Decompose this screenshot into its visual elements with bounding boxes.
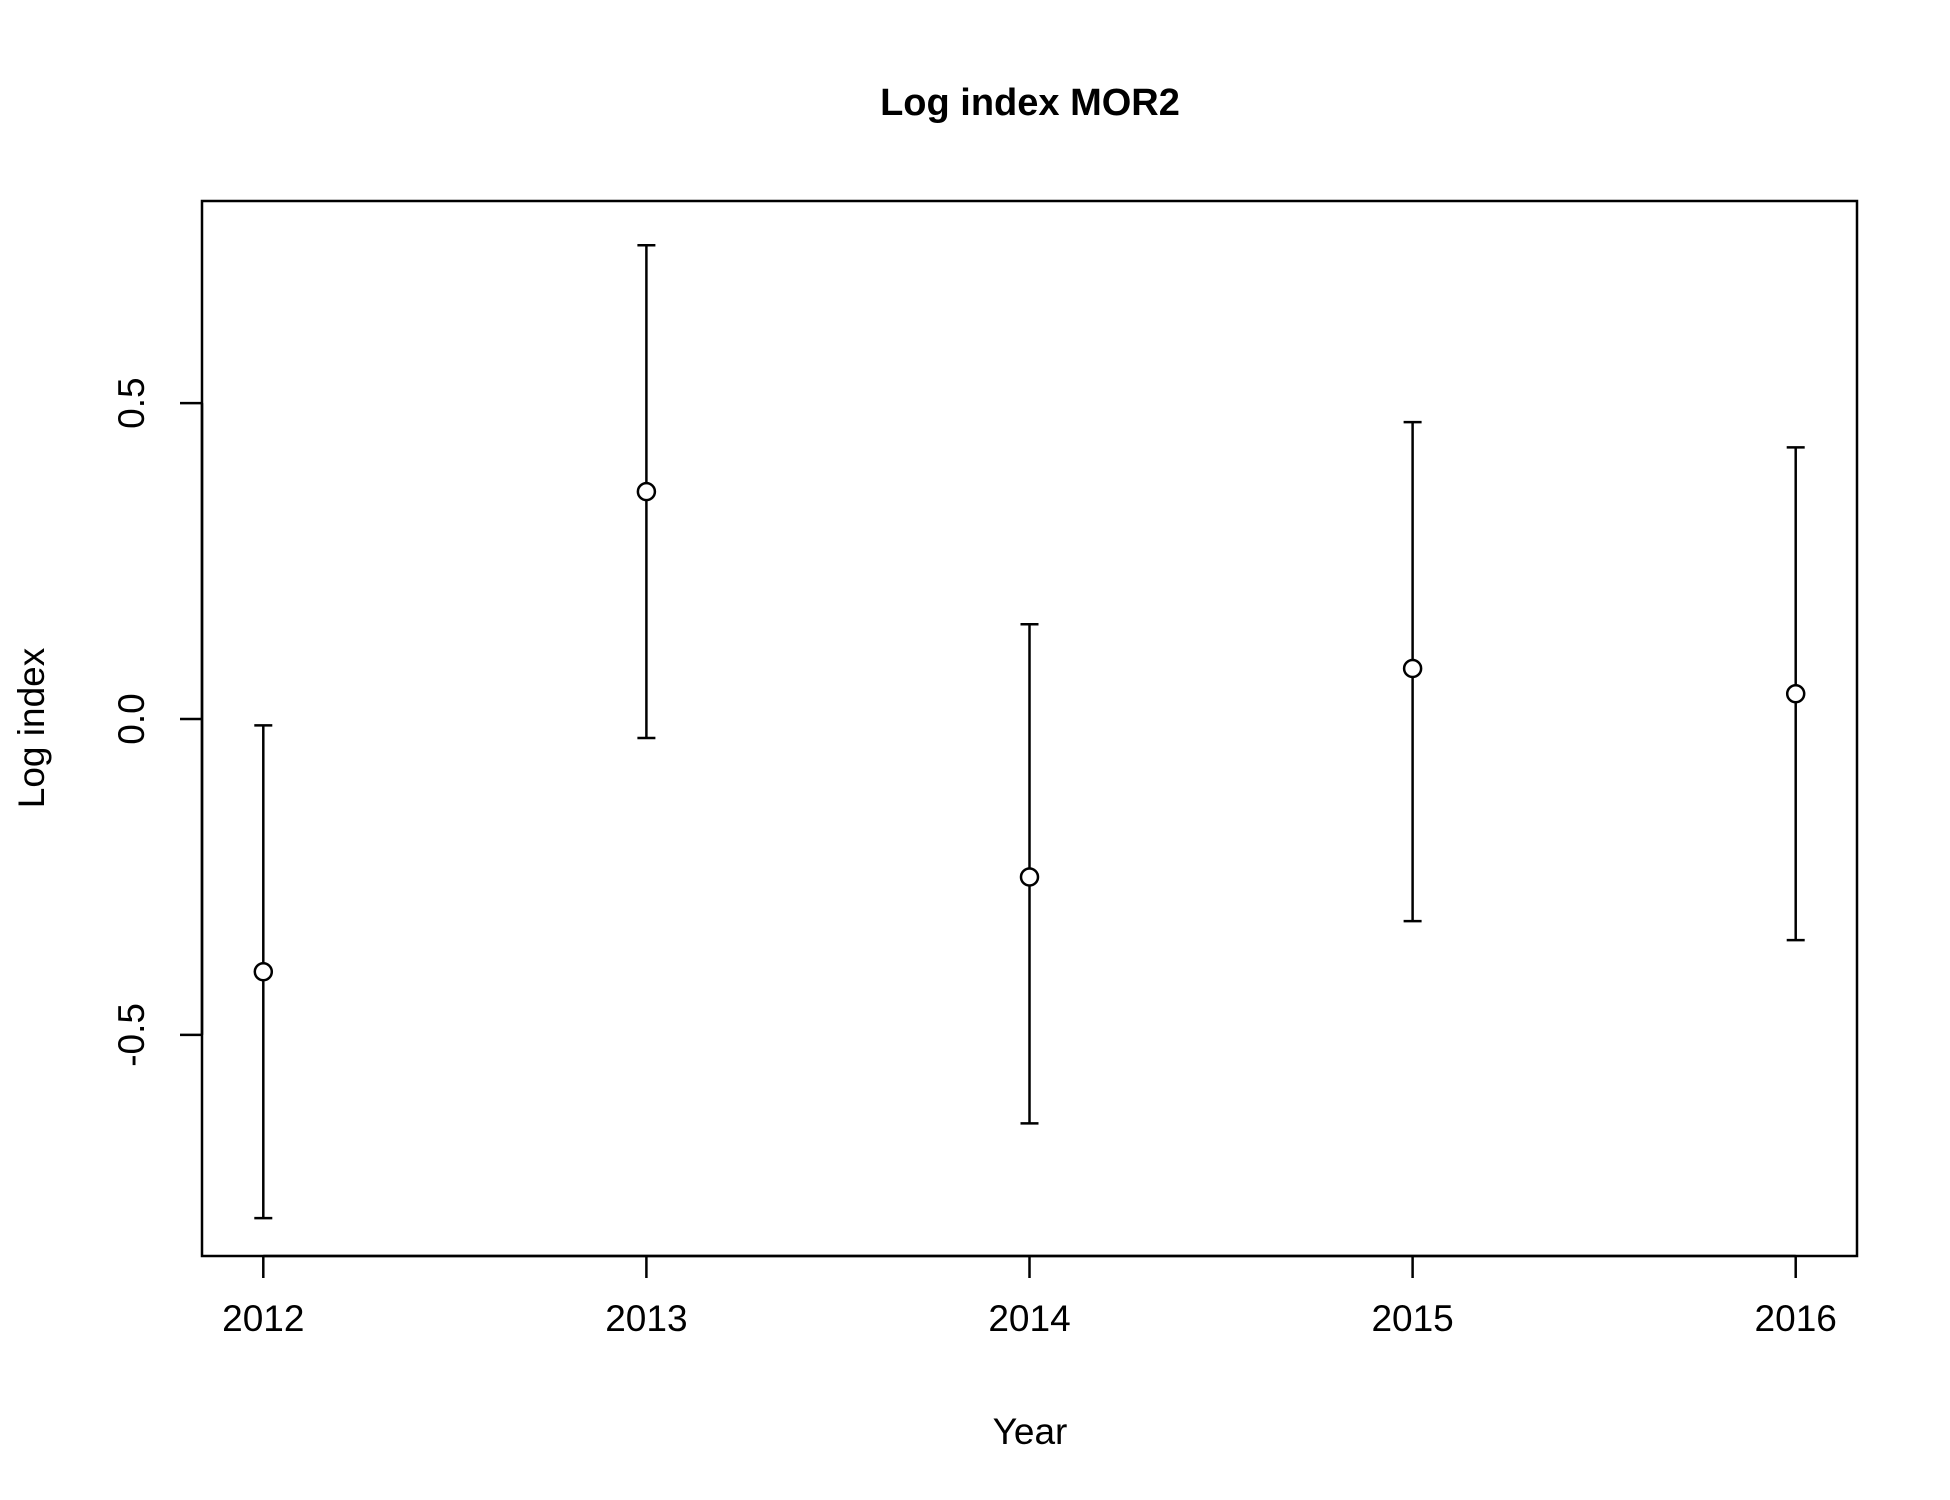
data-point <box>1785 684 1806 704</box>
chart-title: Log index MOR2 <box>880 82 1180 124</box>
data-points <box>253 481 1806 982</box>
x-tick-label: 2015 <box>1371 1298 1453 1339</box>
x-tick-label: 2016 <box>1755 1298 1837 1339</box>
x-tick-label: 2013 <box>605 1298 687 1339</box>
error-bars <box>254 243 1805 1220</box>
data-point <box>1019 867 1040 887</box>
x-tick-label: 2012 <box>222 1298 304 1339</box>
x-axis-label: Year <box>993 1411 1068 1452</box>
y-axis-label: Log index <box>11 647 52 808</box>
y-tick-label: 0.0 <box>111 693 152 744</box>
x-axis: 2012 2013 2014 2015 2016 <box>222 1254 1837 1339</box>
y-axis: -0.5 0.0 0.5 <box>111 377 204 1067</box>
data-point <box>1402 658 1423 679</box>
y-tick-label: -0.5 <box>111 1003 152 1067</box>
x-tick-label: 2014 <box>988 1298 1070 1339</box>
data-point <box>636 481 657 502</box>
data-point <box>253 961 274 982</box>
y-tick-label: 0.5 <box>111 377 152 428</box>
